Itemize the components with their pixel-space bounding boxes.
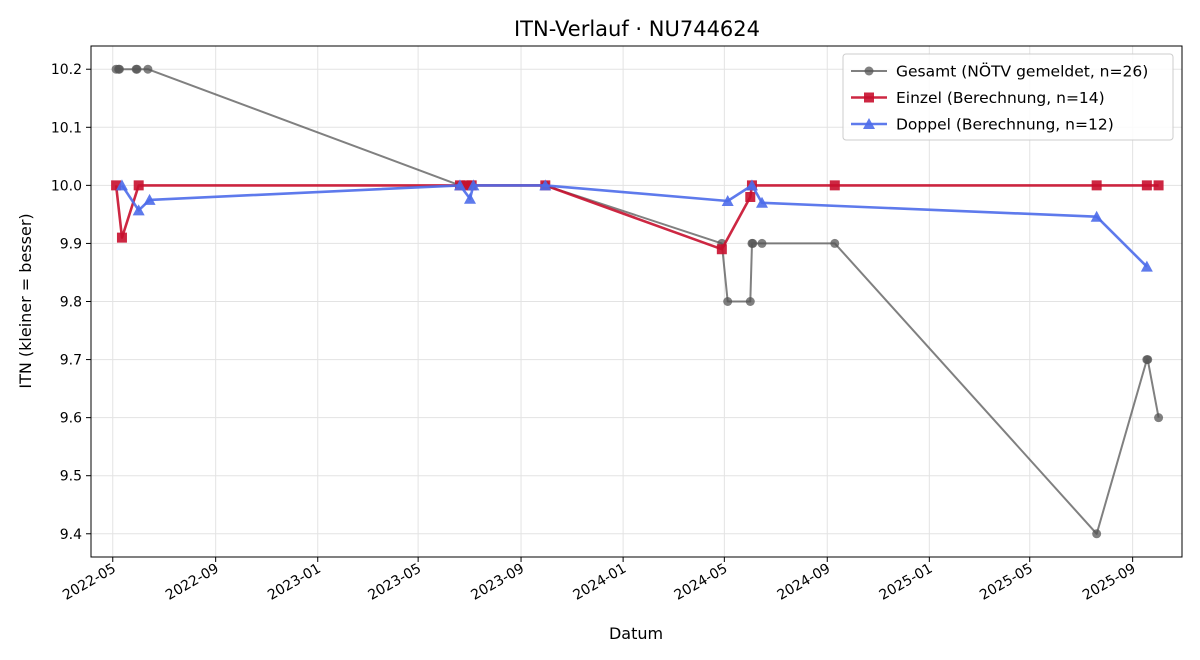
chart-title: ITN-Verlauf · NU744624 — [514, 17, 760, 41]
data-point-triangle — [755, 196, 768, 208]
data-point-circle — [1143, 355, 1153, 365]
x-tick-label: 2023-05 — [365, 561, 424, 604]
data-point-triangle — [464, 192, 477, 204]
data-point-triangle — [745, 179, 758, 191]
data-point-triangle — [467, 179, 480, 191]
legend: Gesamt (NÖTV gemeldet, n=26) Einzel (Bere… — [842, 53, 1174, 141]
data-point-square — [1153, 180, 1164, 191]
series-square-group — [111, 180, 1164, 255]
legend-box — [842, 53, 1174, 141]
data-point-square — [133, 180, 144, 191]
y-tick-label: 9.4 — [60, 527, 82, 543]
x-tick-label: 2022-05 — [60, 561, 119, 604]
data-point-square — [745, 191, 756, 202]
x-tick-label: 2025-05 — [977, 561, 1036, 604]
data-point-square — [1141, 180, 1152, 191]
data-point-circle — [1154, 413, 1164, 423]
data-point-circle — [114, 64, 124, 74]
data-point-triangle — [132, 204, 145, 216]
data-point-square — [716, 244, 727, 255]
data-point-circle — [748, 238, 758, 248]
legend-item: Gesamt (NÖTV gemeldet, n=26) — [851, 62, 1148, 81]
series-triangle-group — [115, 179, 1153, 272]
data-point-triangle — [115, 179, 128, 191]
x-tick-label: 2025-01 — [877, 561, 936, 604]
x-axis: 2022-05 2022-09 2023-01 2023-05 2023-09 2024-… — [60, 557, 1139, 604]
y-tick-label: 10.2 — [51, 62, 82, 78]
x-axis-title: Datum — [609, 624, 663, 643]
data-point-square — [1091, 180, 1102, 191]
series-line — [114, 184, 1159, 251]
y-tick-label: 9.9 — [60, 236, 82, 252]
data-point-square — [111, 180, 122, 191]
legend-marker-square — [864, 92, 874, 103]
x-tick-label: 2024-01 — [570, 561, 629, 604]
x-tick-label: 2024-09 — [775, 561, 834, 604]
y-tick-label: 9.7 — [60, 353, 82, 369]
y-tick-label: 9.6 — [60, 411, 82, 427]
data-point-triangle — [453, 179, 466, 191]
y-tick-label: 9.5 — [60, 469, 82, 485]
y-axis: 9.4 9.5 9.6 9.7 9.8 9.9 10.0 10.1 10.2 — [51, 62, 91, 543]
legend-item: Doppel (Berechnung, n=12) — [851, 116, 1114, 134]
legend-label: Doppel (Berechnung, n=12) — [896, 116, 1114, 134]
y-tick-label: 9.8 — [60, 295, 82, 311]
data-point-circle — [757, 238, 767, 248]
data-point-triangle — [143, 193, 156, 205]
data-point-square — [116, 232, 127, 243]
y-tick-label: 10.0 — [51, 178, 82, 194]
series-layer — [111, 64, 1164, 539]
data-point-triangle — [721, 195, 734, 207]
x-tick-label: 2022-09 — [163, 561, 222, 604]
series-line — [120, 184, 1148, 268]
data-point-triangle — [1140, 260, 1153, 272]
data-point-triangle — [1090, 210, 1103, 222]
x-tick-label: 2025-09 — [1080, 561, 1139, 604]
data-point-circle — [723, 297, 733, 306]
x-tick-label: 2023-09 — [468, 561, 527, 604]
legend-label: Einzel (Berechnung, n=14) — [896, 89, 1105, 107]
y-axis-title: ITN (kleiner = besser) — [16, 213, 35, 388]
y-tick-label: 10.1 — [51, 120, 82, 136]
legend-marker-circle — [864, 66, 874, 76]
data-point-circle — [132, 64, 142, 74]
data-point-circle — [745, 297, 755, 306]
data-point-square — [829, 180, 840, 191]
data-point-circle — [143, 64, 153, 74]
x-tick-label: 2023-01 — [265, 561, 324, 604]
data-point-square — [461, 180, 472, 191]
data-point-circle — [1092, 529, 1102, 539]
legend-marker-triangle — [863, 118, 875, 129]
legend-item: Einzel (Berechnung, n=14) — [851, 89, 1105, 107]
data-point-triangle — [539, 179, 552, 191]
x-tick-label: 2024-05 — [672, 561, 731, 604]
data-point-circle — [830, 238, 840, 248]
legend-label: Gesamt (NÖTV gemeldet, n=26) — [896, 62, 1148, 81]
